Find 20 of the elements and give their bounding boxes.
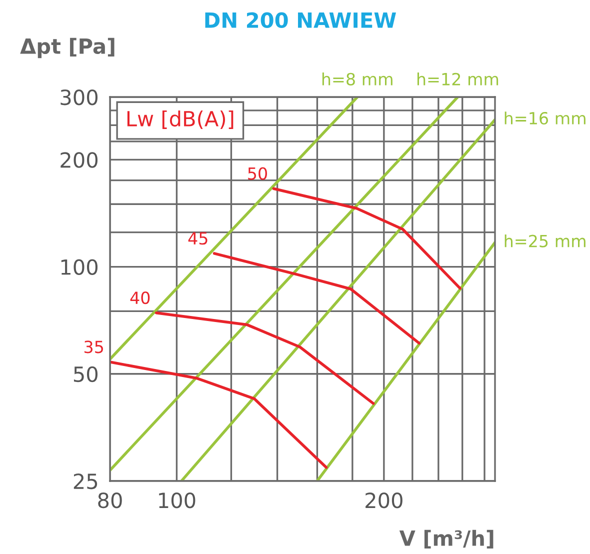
series-label: h=8 mm — [322, 72, 392, 86]
series-label: 50 — [248, 167, 267, 180]
series-label: 40 — [130, 291, 150, 304]
y-axis-title: Δpt [Pa] — [20, 38, 114, 58]
annotation: Lw [dB(A)] — [127, 110, 234, 130]
y-tick-label: 100 — [61, 259, 98, 275]
chart-title: DN 200 NAWIEW — [205, 12, 396, 28]
x-tick-label: 80 — [98, 492, 122, 508]
x-tick-label: 100 — [159, 492, 196, 508]
series-label: 45 — [188, 232, 208, 245]
series-label: h=16 mm — [504, 112, 586, 125]
series-label: 35 — [84, 340, 103, 354]
y-tick-label: 200 — [60, 152, 98, 168]
series-label: h=12 mm — [417, 72, 498, 86]
y-tick-label: 25 — [74, 473, 98, 490]
series-label: h=25 mm — [504, 234, 586, 248]
x-axis-title: V [m³/h] — [399, 530, 494, 548]
y-tick-label: 50 — [74, 366, 98, 382]
x-tick-label: 200 — [366, 492, 402, 508]
y-tick-label: 300 — [60, 89, 98, 106]
